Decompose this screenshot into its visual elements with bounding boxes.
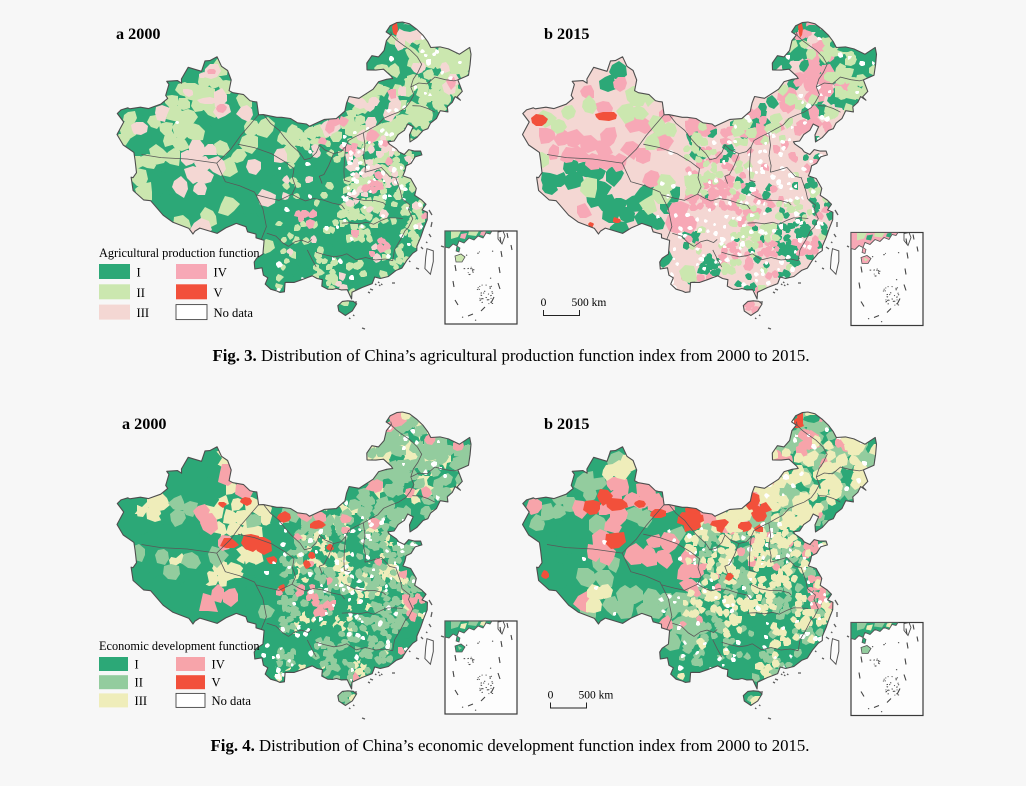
svg-text:No data: No data (212, 694, 252, 708)
svg-text:Economic development function: Economic development function (99, 639, 260, 653)
svg-text:Agricultural production functi: Agricultural production function (99, 246, 260, 260)
svg-text:500 km: 500 km (572, 297, 607, 309)
svg-text:0: 0 (548, 690, 554, 702)
svg-text:a 2000: a 2000 (122, 415, 167, 433)
svg-text:III: III (137, 306, 150, 320)
svg-text:a 2000: a 2000 (116, 25, 161, 43)
svg-text:IV: IV (214, 266, 227, 280)
svg-text:b 2015: b 2015 (544, 415, 589, 433)
svg-text:III: III (135, 694, 148, 708)
svg-text:V: V (214, 286, 223, 300)
svg-text:0: 0 (541, 297, 547, 309)
svg-text:I: I (137, 266, 141, 280)
svg-text:500 km: 500 km (579, 690, 614, 702)
svg-text:IV: IV (212, 658, 225, 672)
svg-text:II: II (137, 286, 145, 300)
svg-text:Fig. 3. Distribution of China’: Fig. 3. Distribution of China’s agricult… (212, 346, 809, 365)
svg-text:b 2015: b 2015 (544, 25, 589, 43)
svg-text:V: V (212, 676, 221, 690)
svg-text:II: II (135, 676, 143, 690)
svg-text:No data: No data (214, 306, 254, 320)
svg-text:I: I (135, 658, 139, 672)
svg-text:Fig. 4. Distribution of China’: Fig. 4. Distribution of China’s economic… (211, 736, 810, 755)
